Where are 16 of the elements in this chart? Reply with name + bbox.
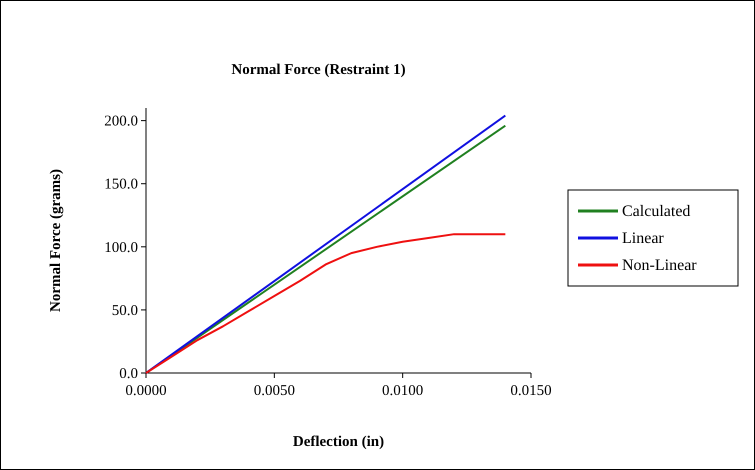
y-tick-label: 200.0 <box>104 114 138 130</box>
x-tick-label: 0.0100 <box>382 383 424 399</box>
line-series <box>145 233 506 374</box>
x-axis-title: Deflection (in) <box>292 434 384 450</box>
x-tick-label: 0.0150 <box>510 383 552 399</box>
x-tick-label: 0.0000 <box>125 383 167 399</box>
legend-label: Calculated <box>622 203 690 220</box>
legend-label: Linear <box>622 230 664 247</box>
x-tick-label: 0.0050 <box>254 383 295 399</box>
legend-label: Non-Linear <box>622 257 698 274</box>
y-tick-label: 50.0 <box>112 302 138 319</box>
y-tick-label: 100.0 <box>104 240 138 256</box>
y-axis-title: Normal Force (grams) <box>48 168 64 312</box>
y-tick-label: 0.0 <box>119 366 138 382</box>
y-tick-label: 150.0 <box>104 176 138 193</box>
chart-title: Normal Force (Restraint 1) <box>231 62 406 78</box>
